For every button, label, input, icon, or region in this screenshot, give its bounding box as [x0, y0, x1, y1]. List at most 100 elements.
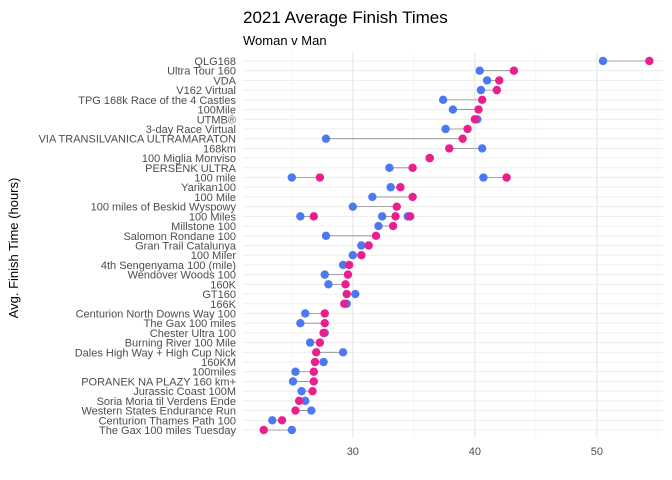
point-series-2: [364, 241, 373, 250]
point-series-1: [321, 134, 331, 143]
category-label: Salomon Rondane 100: [123, 231, 236, 243]
point-series-1: [482, 76, 492, 85]
point-series-1: [351, 289, 360, 299]
point-series-2: [309, 212, 318, 221]
category-label: V162 Virtual: [176, 85, 236, 97]
point-series-2: [344, 260, 354, 270]
category-label: 100 Miler: [191, 250, 237, 262]
category-label: The Gax 100 miles: [144, 318, 237, 330]
point-series-1: [368, 192, 377, 202]
point-series-2: [308, 386, 317, 396]
point-series-2: [645, 56, 654, 66]
point-series-2: [405, 212, 415, 221]
point-series-1: [338, 348, 348, 357]
point-series-2: [408, 163, 417, 173]
point-series-2: [463, 124, 472, 134]
category-label: 168km: [203, 143, 236, 155]
category-label: Soria Moria til Verdens Ende: [97, 396, 236, 408]
point-series-1: [438, 95, 448, 105]
point-series-1: [479, 173, 488, 182]
point-series-2: [291, 406, 300, 415]
category-label: PERSENK ULTRA: [145, 163, 237, 175]
point-series-1: [320, 270, 329, 279]
point-series-1: [374, 221, 383, 231]
point-series-2: [408, 192, 417, 202]
point-series-2: [470, 115, 480, 124]
point-series-2: [340, 299, 349, 308]
category-label: 160K: [210, 279, 236, 291]
point-series-2: [371, 231, 381, 240]
category-label: Chester Ultra 100: [150, 328, 236, 340]
point-series-1: [305, 338, 315, 347]
point-series-1: [385, 163, 394, 173]
category-label: Burning River 100 Mile: [125, 338, 236, 350]
point-series-1: [338, 260, 348, 270]
category-label: GT160: [202, 289, 236, 301]
grid: [243, 52, 664, 438]
x-tick-label: 40: [469, 446, 481, 458]
category-label: Western States Endurance Run: [82, 406, 237, 418]
point-series-1: [319, 357, 328, 367]
point-series-1: [296, 318, 305, 328]
points: [259, 56, 654, 435]
point-series-1: [301, 309, 310, 318]
point-series-2: [477, 95, 487, 105]
point-series-1: [288, 377, 298, 386]
category-label: 3-day Race Virtual: [146, 124, 236, 136]
point-series-2: [502, 173, 511, 182]
point-series-2: [445, 144, 454, 153]
category-label: 166K: [210, 299, 236, 311]
category-label: 100 mile: [194, 173, 236, 185]
category-label: Wendover Woods 100: [128, 270, 236, 282]
point-series-1: [321, 231, 331, 240]
category-label: Dales High Way + High Cup Nick: [75, 347, 237, 359]
point-series-2: [343, 270, 353, 279]
point-series-1: [477, 144, 487, 153]
category-label: Yarikan100: [181, 182, 236, 194]
point-series-2: [388, 221, 398, 231]
x-tick-label: 30: [347, 446, 359, 458]
point-series-2: [357, 251, 366, 260]
category-label: PORANEK NA PLAZY 160 km+: [81, 376, 236, 388]
point-series-2: [310, 357, 320, 367]
category-label: VIA TRANSILVANICA ULTRAMARATON: [39, 134, 236, 146]
category-label: 100 Mile: [194, 192, 236, 204]
x-tick-label: 50: [591, 446, 603, 458]
point-series-2: [509, 66, 519, 75]
point-series-1: [287, 425, 297, 435]
chart-title: 2021 Average Finish Times: [243, 8, 448, 27]
point-series-2: [425, 153, 434, 163]
point-series-1: [441, 124, 450, 134]
point-series-2: [458, 134, 467, 143]
point-series-2: [474, 105, 483, 114]
point-series-1: [291, 367, 300, 376]
point-series-2: [392, 202, 401, 211]
point-series-1: [307, 406, 316, 415]
point-series-1: [324, 280, 333, 289]
point-series-2: [492, 85, 502, 95]
point-series-2: [315, 338, 325, 347]
point-series-2: [320, 318, 329, 328]
point-series-2: [341, 280, 350, 289]
point-series-2: [319, 328, 328, 338]
point-series-2: [294, 396, 304, 406]
category-label: 100miles: [192, 367, 237, 379]
point-series-1: [268, 416, 277, 425]
category-label: 100 Miles: [189, 211, 237, 223]
point-series-2: [277, 416, 287, 425]
category-label: Millstone 100: [171, 221, 236, 233]
point-series-2: [320, 309, 329, 318]
point-series-2: [309, 367, 318, 376]
category-label: Jurassic Coast 100M: [133, 386, 236, 398]
point-series-1: [348, 202, 358, 211]
category-label: 160KM: [201, 357, 236, 369]
point-series-1: [386, 183, 395, 192]
point-series-1: [377, 212, 387, 221]
point-series-2: [391, 212, 400, 221]
point-series-1: [357, 241, 366, 250]
category-label: 100 miles of Beskid Wyspowy: [91, 202, 237, 214]
category-label: QLG168: [194, 56, 236, 68]
chart-subtitle: Woman v Man: [243, 33, 327, 48]
